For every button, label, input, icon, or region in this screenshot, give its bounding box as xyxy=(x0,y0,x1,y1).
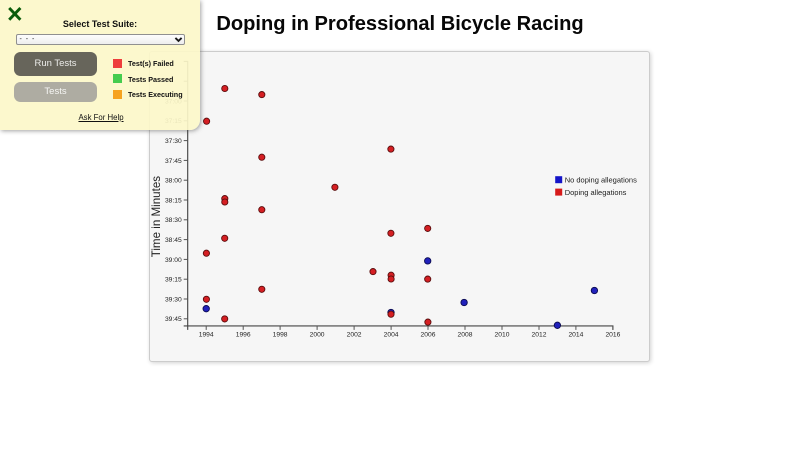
svg-text:39:45: 39:45 xyxy=(165,316,182,323)
svg-text:37:45: 37:45 xyxy=(165,158,182,165)
svg-text:Doping allegations: Doping allegations xyxy=(565,188,627,197)
svg-text:38:00: 38:00 xyxy=(165,178,182,185)
svg-text:2004: 2004 xyxy=(384,332,399,339)
svg-text:2000: 2000 xyxy=(310,332,325,339)
svg-text:37:30: 37:30 xyxy=(165,138,182,145)
svg-text:2010: 2010 xyxy=(495,332,510,339)
svg-text:2016: 2016 xyxy=(605,332,620,339)
svg-text:1998: 1998 xyxy=(273,332,288,339)
svg-text:2006: 2006 xyxy=(421,332,436,339)
svg-text:2014: 2014 xyxy=(568,332,583,339)
svg-text:39:30: 39:30 xyxy=(165,296,182,303)
svg-text:39:00: 39:00 xyxy=(165,257,182,264)
svg-text:No doping allegations: No doping allegations xyxy=(565,175,637,184)
svg-text:2008: 2008 xyxy=(458,332,473,339)
svg-text:38:45: 38:45 xyxy=(165,237,182,244)
svg-text:38:15: 38:15 xyxy=(165,197,182,204)
svg-text:2002: 2002 xyxy=(347,332,362,339)
svg-text:2012: 2012 xyxy=(532,332,547,339)
svg-text:1996: 1996 xyxy=(236,332,251,339)
svg-text:Time in Minutes: Time in Minutes xyxy=(150,176,163,258)
svg-text:38:30: 38:30 xyxy=(165,217,182,224)
svg-text:39:15: 39:15 xyxy=(165,277,182,284)
svg-text:1994: 1994 xyxy=(199,332,214,339)
